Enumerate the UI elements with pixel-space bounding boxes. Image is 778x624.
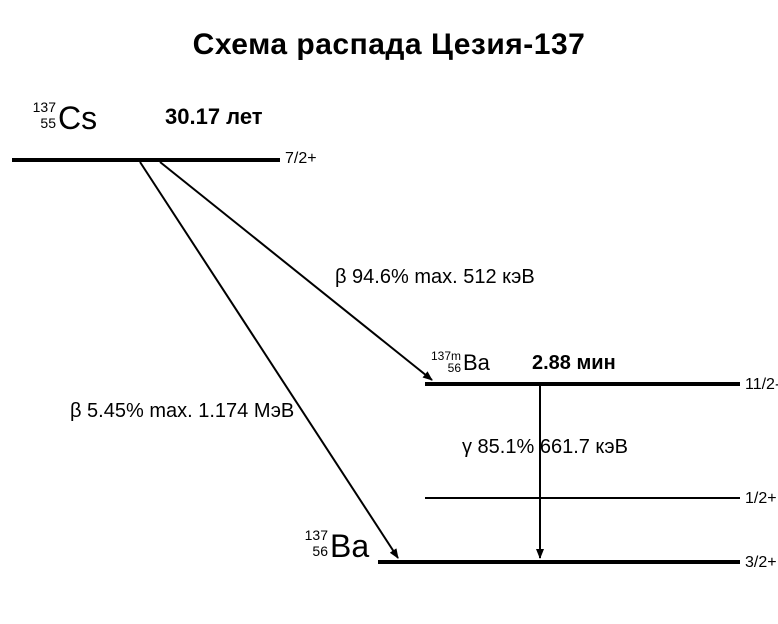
arrow-beta1: [160, 162, 432, 380]
decay-scheme-diagram: { "title": "Схема распада Цезия-137", "t…: [0, 0, 778, 624]
energy-levels: [12, 160, 740, 562]
arrow-beta2: [140, 162, 398, 558]
level-lines-overlay: [0, 0, 778, 624]
